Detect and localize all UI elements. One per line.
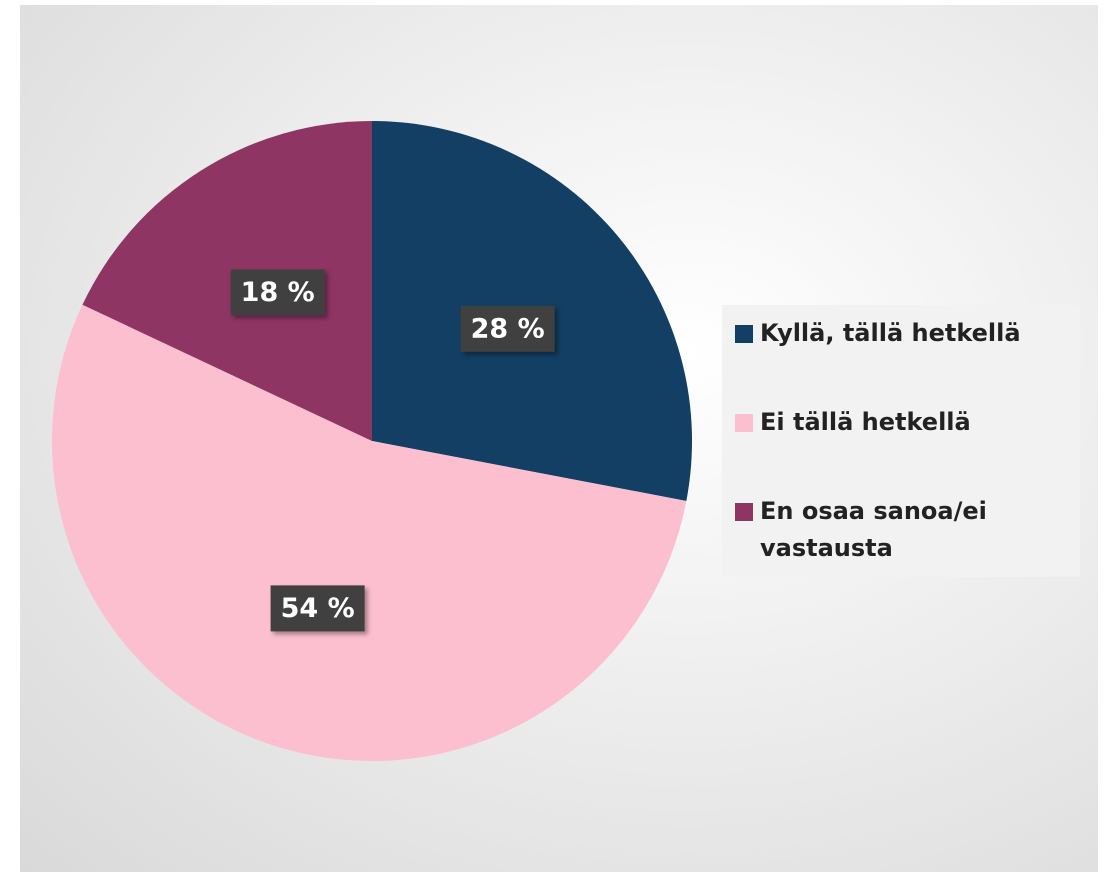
legend-swatch [735,503,753,521]
data-label-text: 28 % [471,313,545,344]
legend-label: Ei tällä hetkellä [760,408,971,436]
data-label-box [460,305,555,352]
legend: Kyllä, tällä hetkellä Ei tällä hetkellä En… [722,305,1080,577]
legend-label: En osaa sanoa/ei vastausta [760,497,987,562]
legend-label: Kyllä, tällä hetkellä [760,319,1021,347]
pie-slice [51,304,687,762]
legend-item: En osaa sanoa/ei vastausta [735,493,1080,567]
legend-item: Kyllä, tällä hetkellä [735,315,1080,352]
data-label: 18 % [230,269,325,316]
legend-item: Ei tällä hetkellä [735,404,1080,441]
legend-swatch [735,414,753,432]
data-label-box [270,585,365,632]
legend-swatch [735,325,753,343]
data-label: 54 % [270,585,365,632]
pie-slice [82,120,372,441]
data-label-text: 18 % [241,277,315,308]
data-label-box [230,269,325,316]
data-label-text: 54 % [281,593,355,624]
data-label: 28 % [460,305,555,352]
